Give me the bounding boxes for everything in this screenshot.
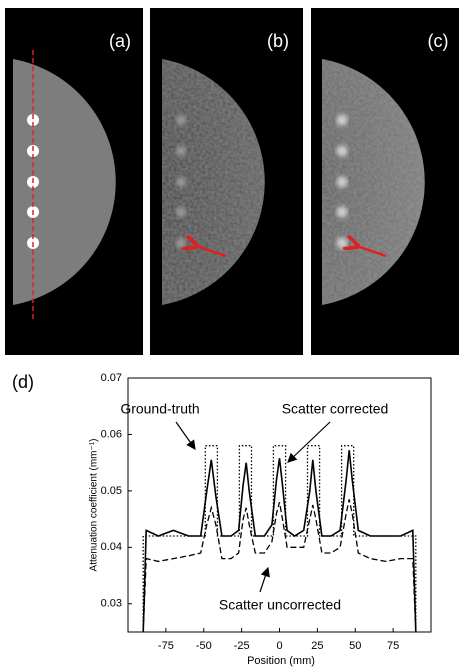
x-tick-label: 50 [349,640,361,652]
annotation: Scatter uncorrected [219,597,341,613]
figure: (a) (b) (c) (d) Position (mm) Attenuatio… [0,0,462,668]
panel-b: (b) [150,8,303,355]
annotation: Ground-truth [120,401,199,417]
annotation-arrow [288,422,330,462]
y-tick-label: 0.06 [101,428,122,440]
x-tick-label: 25 [311,640,323,652]
annotation-arrow [176,422,195,449]
y-tick-label: 0.04 [101,541,122,553]
y-tick-label: 0.03 [101,598,122,610]
x-tick-label: 75 [387,640,399,652]
annotation: Scatter corrected [282,401,389,417]
y-tick-label: 0.07 [101,372,122,384]
x-tick-label: -50 [196,640,212,652]
panel-label: (a) [109,31,131,51]
panel-label: (b) [267,31,289,51]
x-tick-label: -25 [234,640,250,652]
panel-label: (c) [428,31,449,51]
annotation-arrow [260,568,268,592]
x-tick-label: 0 [276,640,282,652]
y-axis-label: Attenuation coefficient (mm⁻¹) [89,439,100,572]
panel-label: (d) [12,372,34,392]
x-axis-label: Position (mm) [247,655,315,667]
panel-a: (a) [5,8,143,355]
y-tick-label: 0.05 [101,485,122,497]
x-tick-label: -75 [158,640,174,652]
panel-c: (c) [311,8,459,355]
